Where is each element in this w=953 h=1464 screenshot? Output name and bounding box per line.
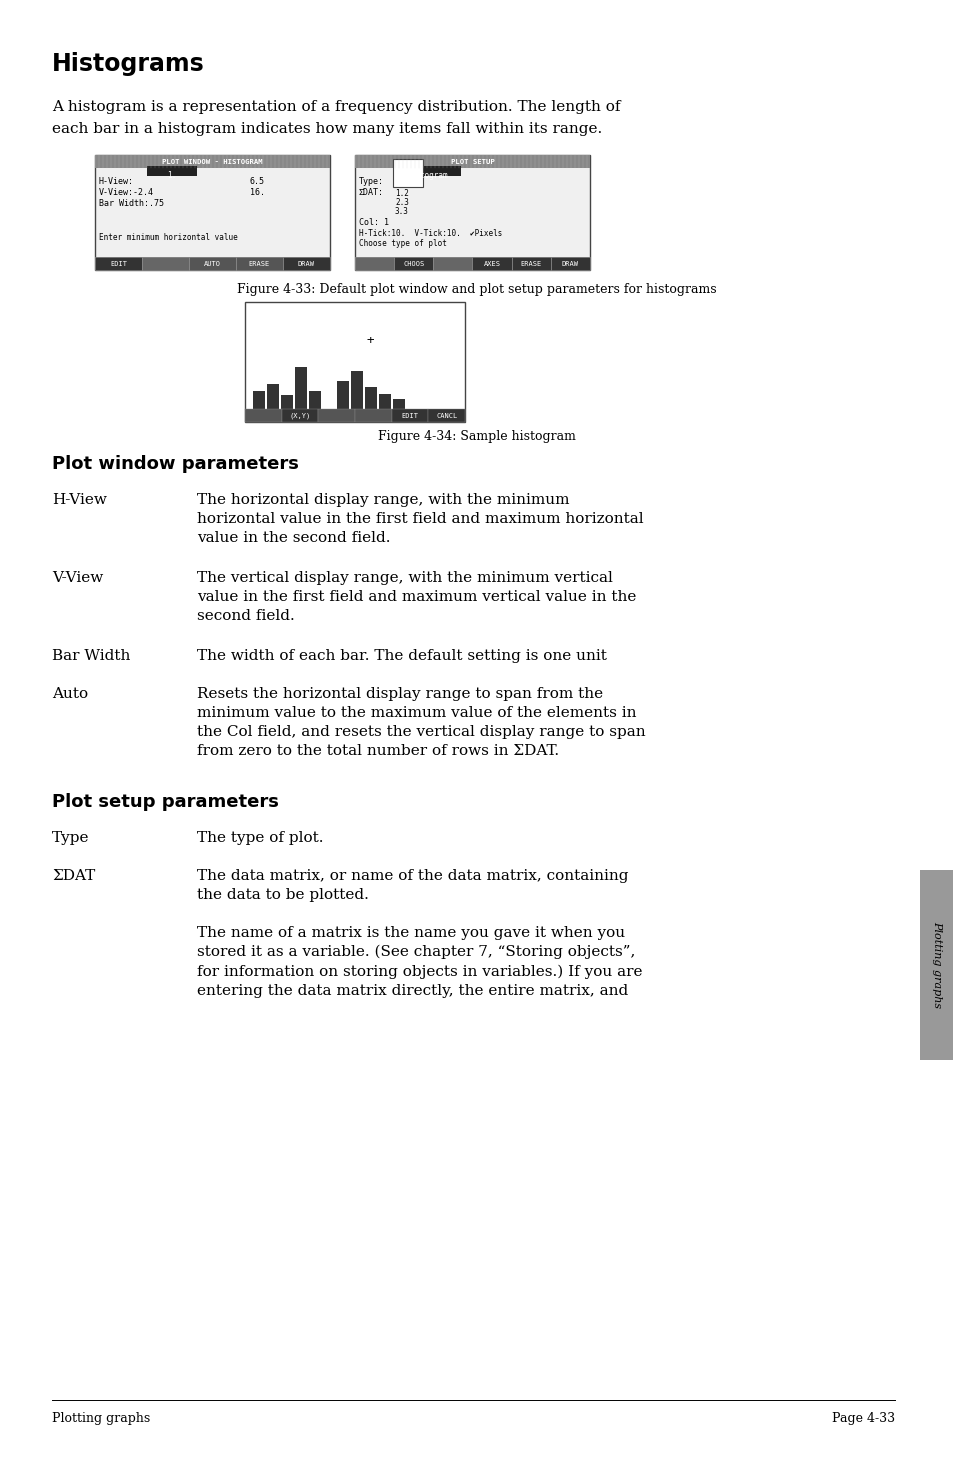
Text: EDIT: EDIT (110, 261, 127, 266)
Bar (428, 408, 464, 422)
Bar (294, 367, 307, 408)
Text: 3.3: 3.3 (395, 206, 409, 217)
Text: V-View:-2.4: V-View:-2.4 (99, 187, 153, 198)
Text: each bar in a histogram indicates how many items fall within its range.: each bar in a histogram indicates how ma… (52, 122, 601, 136)
Bar (283, 258, 330, 269)
Bar (336, 381, 349, 408)
Text: Histogram: Histogram (406, 171, 447, 180)
Bar (433, 258, 472, 269)
Bar (189, 258, 235, 269)
Bar (267, 384, 278, 408)
Text: 1.: 1. (167, 171, 176, 180)
Text: The type of plot.: The type of plot. (196, 832, 323, 845)
Bar (309, 391, 320, 408)
Text: PLOT SETUP: PLOT SETUP (450, 158, 494, 164)
Text: V-View: V-View (52, 571, 103, 586)
Bar (318, 408, 355, 422)
Bar (355, 155, 589, 269)
Bar (245, 302, 464, 422)
Text: +: + (366, 334, 374, 347)
Bar (919, 870, 953, 1060)
Bar (511, 258, 550, 269)
Bar (394, 258, 433, 269)
Text: CHOOS: CHOOS (403, 261, 424, 266)
Bar (355, 258, 394, 269)
Bar (355, 408, 392, 422)
Bar (95, 155, 330, 168)
Bar (147, 165, 196, 176)
Text: The horizontal display range, with the minimum
horizontal value in the first fie: The horizontal display range, with the m… (196, 493, 643, 545)
Text: Plotting graphs: Plotting graphs (52, 1411, 150, 1424)
Text: Bar Width: Bar Width (52, 649, 131, 663)
Text: Page 4-33: Page 4-33 (831, 1411, 894, 1424)
Text: The data matrix, or name of the data matrix, containing
the data to be plotted.
: The data matrix, or name of the data mat… (196, 870, 641, 998)
Bar (378, 394, 391, 408)
Bar (245, 408, 281, 422)
Text: H-View:: H-View: (99, 177, 133, 186)
Text: EDIT: EDIT (401, 413, 418, 419)
Text: AUTO: AUTO (204, 261, 221, 266)
Bar (281, 395, 293, 408)
Bar (235, 258, 283, 269)
Bar (392, 408, 428, 422)
Bar (393, 160, 422, 187)
Text: Figure 4-33: Default plot window and plot setup parameters for histograms: Figure 4-33: Default plot window and plo… (237, 283, 716, 296)
Bar (245, 408, 464, 422)
Bar (393, 400, 405, 408)
Text: H-Tick:10.  V-Tick:10.  ✔Pixels: H-Tick:10. V-Tick:10. ✔Pixels (358, 228, 502, 239)
Text: Figure 4-34: Sample histogram: Figure 4-34: Sample histogram (377, 430, 576, 444)
Text: A histogram is a representation of a frequency distribution. The length of: A histogram is a representation of a fre… (52, 100, 619, 114)
Bar (95, 258, 330, 269)
Bar (365, 386, 376, 408)
Text: Plot window parameters: Plot window parameters (52, 455, 298, 473)
Bar (95, 258, 142, 269)
Text: AXES: AXES (483, 261, 500, 266)
Text: 6.5: 6.5 (250, 177, 265, 186)
Text: The vertical display range, with the minimum vertical
value in the first field a: The vertical display range, with the min… (196, 571, 636, 622)
Text: The width of each bar. The default setting is one unit: The width of each bar. The default setti… (196, 649, 606, 663)
Bar (355, 258, 589, 269)
Text: Bar Width:.75: Bar Width:.75 (99, 199, 164, 208)
Bar (351, 370, 363, 408)
Text: Resets the horizontal display range to span from the
minimum value to the maximu: Resets the horizontal display range to s… (196, 687, 645, 758)
Bar (472, 258, 511, 269)
Bar (393, 165, 460, 176)
Text: Type: Type (52, 832, 90, 845)
Text: Plot setup parameters: Plot setup parameters (52, 793, 278, 811)
Text: H-View: H-View (52, 493, 107, 507)
Text: 1.2: 1.2 (395, 189, 409, 198)
Text: PLOT WINDOW - HISTOGRAM: PLOT WINDOW - HISTOGRAM (162, 158, 262, 164)
Text: (X,Y): (X,Y) (289, 413, 311, 419)
Text: Col: 1: Col: 1 (358, 218, 389, 227)
Text: Type:: Type: (358, 177, 384, 186)
Text: Histograms: Histograms (52, 53, 205, 76)
Text: Auto: Auto (52, 687, 88, 701)
Text: Enter minimum horizontal value: Enter minimum horizontal value (99, 233, 237, 242)
Bar (253, 391, 265, 408)
Text: 2.3: 2.3 (395, 198, 409, 206)
Text: ERASE: ERASE (249, 261, 270, 266)
Bar (95, 155, 330, 269)
Text: ΣDAT: ΣDAT (52, 870, 95, 883)
Text: Plotting graphs: Plotting graphs (931, 921, 941, 1009)
Text: 16.: 16. (250, 187, 265, 198)
Bar (142, 258, 189, 269)
Text: DRAW: DRAW (297, 261, 314, 266)
Text: CANCL: CANCL (436, 413, 456, 419)
Text: ΣDAT:: ΣDAT: (358, 187, 384, 198)
Text: DRAW: DRAW (561, 261, 578, 266)
Bar (281, 408, 318, 422)
Text: Choose type of plot: Choose type of plot (358, 239, 446, 247)
Bar (355, 155, 589, 168)
Bar (550, 258, 589, 269)
Text: ERASE: ERASE (520, 261, 541, 266)
